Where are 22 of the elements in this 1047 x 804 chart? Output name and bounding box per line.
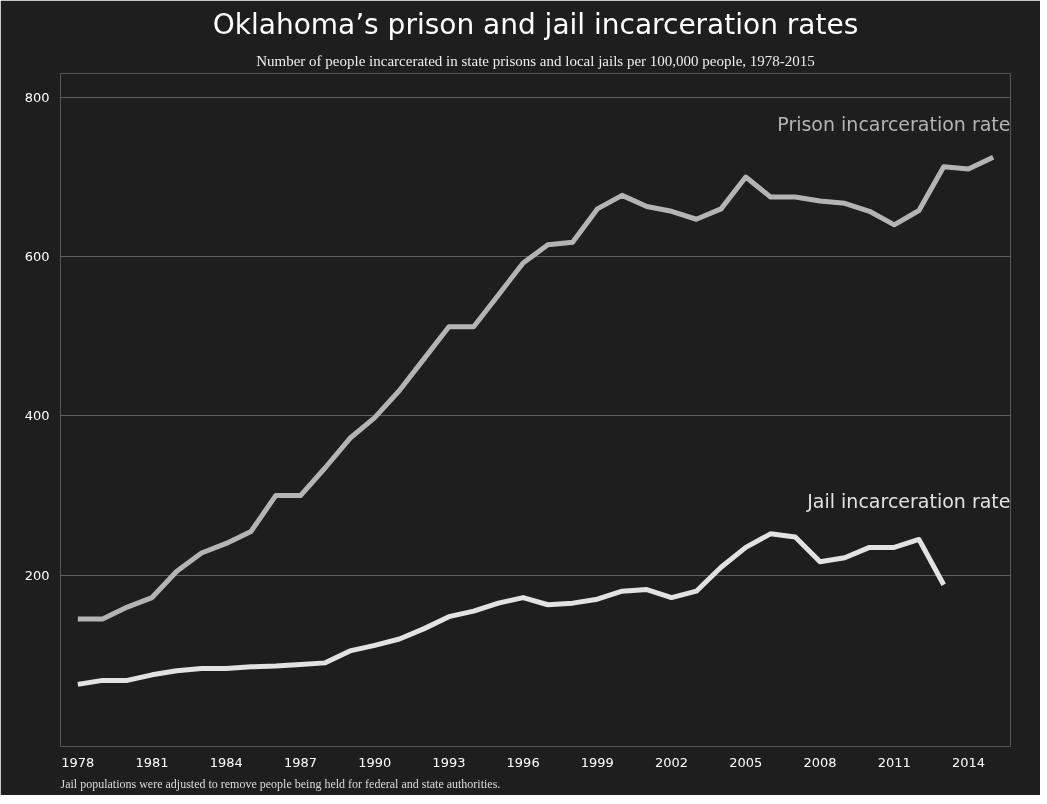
chart-subtitle: Number of people incarcerated in state prisons and local jails per 100,000 people, 1978-2015 <box>256 52 815 69</box>
x-tick-label: 1978 <box>61 754 95 770</box>
y-tick-label: 800 <box>24 89 50 105</box>
x-tick-label: 1999 <box>580 754 614 770</box>
y-tick-label: 200 <box>24 567 50 583</box>
x-tick-label: 2005 <box>729 754 763 770</box>
x-tick-label: 1990 <box>358 754 392 770</box>
x-tick-label: 2011 <box>877 754 911 770</box>
x-tick-label: 1996 <box>506 754 540 770</box>
series-label: Prison incarceration rate <box>777 113 1011 136</box>
y-tick-label: 400 <box>24 408 50 424</box>
x-tick-label: 1984 <box>209 754 243 770</box>
series-label: Jail incarceration rate <box>806 489 1011 512</box>
chart-title: Oklahoma’s prison and jail incarceration rates <box>212 7 859 41</box>
x-tick-label: 1987 <box>283 754 318 770</box>
x-tick-label: 2002 <box>655 754 689 770</box>
x-tick-label: 2014 <box>951 754 985 770</box>
text: Jail populations were adjusted to remove people being held for federal and state authorities. <box>60 776 501 791</box>
y-tick-label: 600 <box>24 249 50 265</box>
x-tick-label: 2008 <box>803 754 837 770</box>
x-tick-label: 1993 <box>432 754 466 770</box>
x-tick-label: 1981 <box>135 754 169 770</box>
